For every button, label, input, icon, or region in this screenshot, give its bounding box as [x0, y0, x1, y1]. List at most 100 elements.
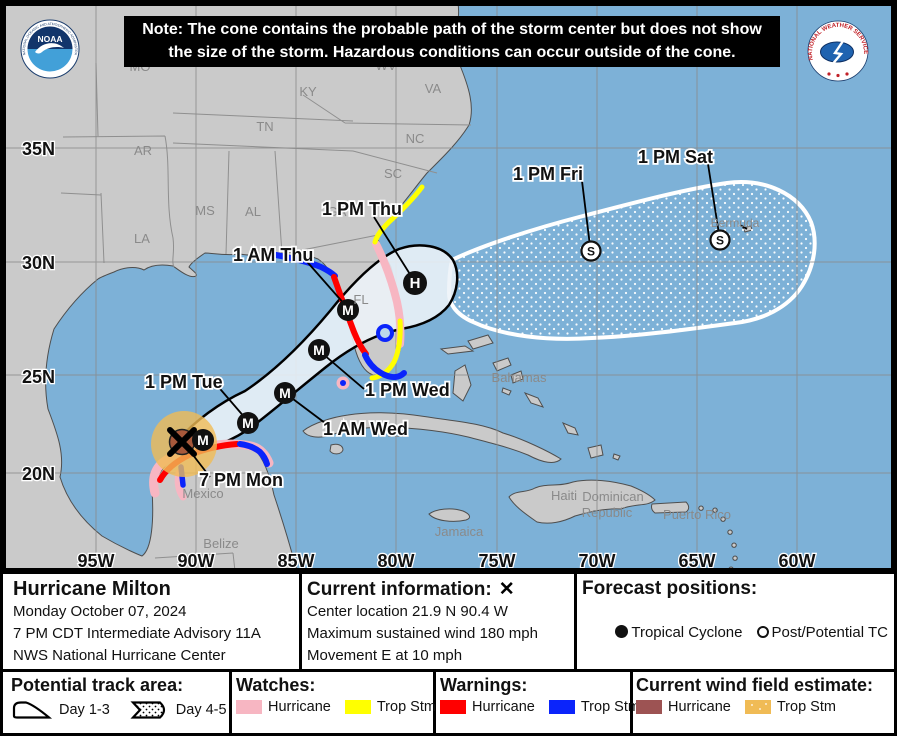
- tropical-cyclone-icon: [615, 625, 629, 639]
- hurricane-warning-florida-west: [331, 274, 369, 357]
- tropstm-watch-swatch: [344, 700, 371, 714]
- tropstm-windfield-swatch: [744, 700, 771, 714]
- marker-M-7pm-mon: [192, 429, 214, 451]
- nws-star-icon: [845, 72, 849, 76]
- hurricane-windfield-label: Hurricane: [668, 699, 731, 715]
- panel-divider: [574, 574, 577, 669]
- state-label-sc: SC: [384, 166, 402, 181]
- center-location: Center location 21.9 N 90.4 W: [307, 603, 508, 620]
- marker-key-line: Tropical Cyclone Post/Potential TC: [582, 600, 888, 667]
- warnings-heading: Warnings:: [440, 675, 528, 695]
- state-label-tn: TN: [256, 119, 273, 134]
- tropstm-watch-georgia-coast: [372, 184, 425, 245]
- map-frame: [3, 3, 894, 571]
- note-banner: Note: The cone contains the probable pat…: [124, 16, 780, 68]
- marker-letter: M: [313, 342, 325, 358]
- watches-legend: Watches: Hurricane Trop Stm: [236, 675, 444, 715]
- marker-M-1am-wed: [274, 382, 296, 404]
- state-label-ms: MS: [195, 203, 215, 218]
- marker-letter: M: [279, 385, 291, 401]
- watches-heading: Watches:: [236, 675, 316, 695]
- state-label-al: AL: [245, 204, 261, 219]
- tropstm-warning-yucatan-east: [237, 441, 270, 467]
- post-potential-tc-icon: [756, 626, 769, 639]
- noaa-seagull-icon: [35, 43, 64, 54]
- state-borders: [60, 62, 472, 571]
- note-line-1: Note: The cone contains the probable pat…: [142, 21, 762, 38]
- state-label-va: VA: [425, 81, 442, 96]
- tropstm-watch-florida-southeast: [369, 318, 403, 381]
- noaa-logo-text: NOAA: [37, 34, 62, 44]
- place-label-dominican: Dominican: [582, 489, 643, 504]
- hurricane-warning-swatch: [440, 700, 466, 714]
- tropstm-warning-panhandle: [273, 252, 338, 279]
- time-label-1pm-fri: 1 PM Fri: [513, 164, 583, 184]
- lon-label-85w: 85W: [277, 551, 314, 571]
- time-label-7pm-mon: 7 PM Mon: [199, 470, 283, 490]
- marker-letter: M: [342, 302, 354, 318]
- time-label-1pm-sat: 1 PM Sat: [638, 147, 713, 167]
- storm-identity-section: Hurricane Milton Monday October 07, 2024…: [13, 578, 261, 668]
- day45-label: Day 4-5: [175, 702, 227, 718]
- state-label-ky: KY: [299, 84, 317, 99]
- lon-label-75w: 75W: [478, 551, 515, 571]
- time-label-1pm-wed: 1 PM Wed: [365, 380, 450, 400]
- max-sustained-wind: Maximum sustained wind 180 mph: [307, 625, 538, 643]
- advisory-number: 7 PM CDT Intermediate Advisory 11A: [13, 625, 261, 643]
- forecast-positions-heading: Forecast positions:: [582, 578, 758, 599]
- cuba: [302, 412, 562, 463]
- forecast-markers: M M M M M H S S: [192, 229, 731, 451]
- time-label-1am-thu: 1 AM Thu: [233, 245, 313, 265]
- day13-label: Day 1-3: [59, 702, 110, 718]
- tropstm-watch-label: Trop Stm: [376, 699, 436, 715]
- legend-bar: Potential track area: Day 1-3 Day 4-5 Wa…: [3, 672, 894, 733]
- tropstm-warning-florida-south: [362, 352, 407, 381]
- time-labels: 7 PM Mon 1 PM Tue 1 AM Wed 1 PM Wed 1 AM…: [143, 145, 715, 492]
- place-label-haiti: Haiti: [551, 488, 577, 503]
- lon-label-65w: 65W: [678, 551, 715, 571]
- current-information-title: Current information:: [307, 579, 492, 600]
- state-label-fl: FL: [353, 292, 368, 307]
- current-information-section: Current information: ✕ Center location 21…: [307, 578, 538, 668]
- place-label-bermuda: Bermuda: [711, 216, 760, 230]
- marker-M-1am-thu: [337, 299, 359, 321]
- nws-logo: NATIONAL WEATHER SERVICE: [806, 19, 870, 88]
- legend-divider: [433, 672, 436, 733]
- hurricane-windfield-swatch: [636, 700, 662, 714]
- nws-lightning-icon: [830, 37, 846, 67]
- marker-letter: S: [587, 245, 595, 259]
- hurricane-warning-label: Hurricane: [472, 699, 535, 715]
- potential-track-legend: Potential track area: Day 1-3 Day 4-5: [11, 675, 235, 721]
- place-label-cuba: Cuba: [377, 425, 409, 440]
- place-label-bahamas: Bahamas: [492, 370, 547, 385]
- lat-label-30n: 30N: [22, 253, 55, 273]
- noaa-logo-top: [27, 26, 73, 49]
- marker-letter: S: [716, 234, 724, 248]
- tropstm-windfield-label: Trop Stm: [776, 699, 836, 715]
- puerto-rico: [650, 501, 690, 514]
- lesser-antilles: [698, 505, 738, 571]
- noaa-logo: NATIONAL OCEANIC AND ATMOSPHERIC ADMINIS…: [20, 19, 80, 84]
- tropstm-warning-label: Trop Stm: [580, 699, 640, 715]
- nws-star-icon: [836, 73, 840, 78]
- note-line-2: the size of the storm. Hazardous conditi…: [168, 43, 736, 61]
- state-label-nc: NC: [406, 131, 425, 146]
- marker-M-1pm-tue: [237, 412, 259, 434]
- tropical-cyclone-label: Tropical Cyclone: [631, 624, 743, 642]
- current-information-heading: Current information: ✕: [307, 578, 538, 601]
- movement: Movement E at 10 mph: [307, 647, 463, 665]
- label-leader-lines: [185, 163, 748, 478]
- place-labels: Mexico Belize Cuba Bahamas Jamaica Haiti…: [182, 216, 759, 551]
- windfield-heading: Current wind field estimate:: [636, 675, 874, 695]
- legend-divider: [229, 672, 232, 733]
- legend-divider: [630, 672, 633, 733]
- place-label-belize: Belize: [203, 536, 238, 551]
- state-label-ga: GA: [328, 204, 347, 219]
- windfield-legend: Current wind field estimate: Hurricane T…: [636, 675, 873, 715]
- marker-S-1pm-fri: [580, 240, 602, 262]
- current-position-x-symbol: ✕: [498, 579, 515, 600]
- potential-track-heading: Potential track area:: [11, 675, 184, 695]
- lat-label-20n: 20N: [22, 464, 55, 484]
- lon-label-95w: 95W: [77, 551, 114, 571]
- isle-of-youth: [329, 443, 344, 455]
